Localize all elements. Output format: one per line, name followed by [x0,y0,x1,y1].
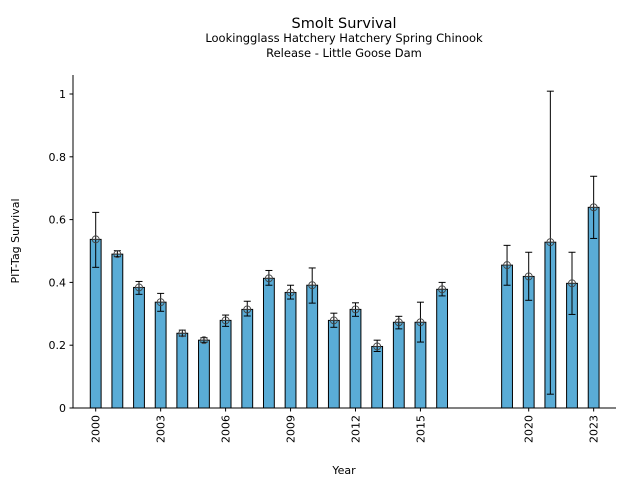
bar-2010 [306,284,319,409]
marker-2008 [264,274,273,283]
x-tick-label: 2020 [523,415,536,443]
bar-2008 [262,277,275,409]
x-tick-label: 2009 [285,415,298,443]
marker-2019 [503,261,511,270]
bar-2004 [176,332,189,409]
marker-2022 [568,279,576,288]
marker-2006 [221,316,230,325]
error-bar-2007 [243,300,251,317]
marker-2004 [178,329,187,338]
x-ticks: 2000 2003 2006 2009 2012 2015 2020 2023 [90,408,601,443]
bar-2016 [436,288,449,409]
error-bars-layer [92,90,598,395]
marker-2020 [524,272,533,281]
y-axis-label: PIT-Tag Survival [9,198,22,283]
marker-2016 [438,285,447,294]
markers-layer [91,203,598,351]
bar-2012 [349,308,362,409]
y-tick-label: 0.6 [49,214,67,227]
bar-2006 [219,319,232,409]
chart-title: Smolt Survival [292,16,397,32]
y-tick-label: 0.2 [49,339,67,352]
x-tick-label: 2003 [155,415,168,443]
marker-2021 [546,238,555,247]
x-tick-label: 2012 [350,415,363,443]
chart-subtitle-line-1: Lookingglass Hatchery Hatchery Spring Ch… [205,31,483,45]
marker-2014 [394,318,403,327]
marker-2001 [113,250,122,259]
marker-2000 [91,235,100,244]
y-tick-label: 0 [59,402,66,415]
marker-2023 [589,203,598,212]
x-tick-label: 2006 [220,415,233,443]
bar-2003 [154,301,167,409]
marker-2007 [243,305,252,314]
bar-2005 [198,339,210,409]
marker-2003 [156,298,165,307]
marker-2012 [351,305,360,314]
error-bar-2000 [92,211,100,268]
marker-2013 [373,342,382,351]
bar-2002 [133,286,145,409]
error-bar-2008 [265,269,273,286]
x-tick-label: 2000 [90,415,103,443]
bar-2007 [241,308,254,409]
marker-2002 [135,283,143,292]
y-tick-label: 1 [59,88,66,101]
bar-2013 [371,345,384,409]
bars-layer [89,206,600,409]
bar-2019 [501,264,513,409]
marker-2005 [199,336,208,345]
y-tick-label: 0.8 [49,151,67,164]
x-tick-label: 2023 [588,415,601,443]
marker-2009 [286,288,295,297]
marker-2015 [416,318,425,327]
marker-2011 [329,316,338,325]
bar-2014 [392,321,405,409]
bar-2001 [111,253,124,409]
bar-2009 [284,291,297,409]
chart-subtitle-line-2: Release - Little Goose Dam [266,46,422,60]
bar-2011 [327,319,340,409]
x-tick-label: 2015 [414,415,427,443]
error-bar-2021 [546,90,554,395]
y-ticks: 0 0.2 0.4 0.6 0.8 1 [49,88,73,415]
marker-2010 [308,281,317,290]
y-tick-label: 0.4 [49,276,67,289]
x-axis-label: Year [331,464,356,477]
